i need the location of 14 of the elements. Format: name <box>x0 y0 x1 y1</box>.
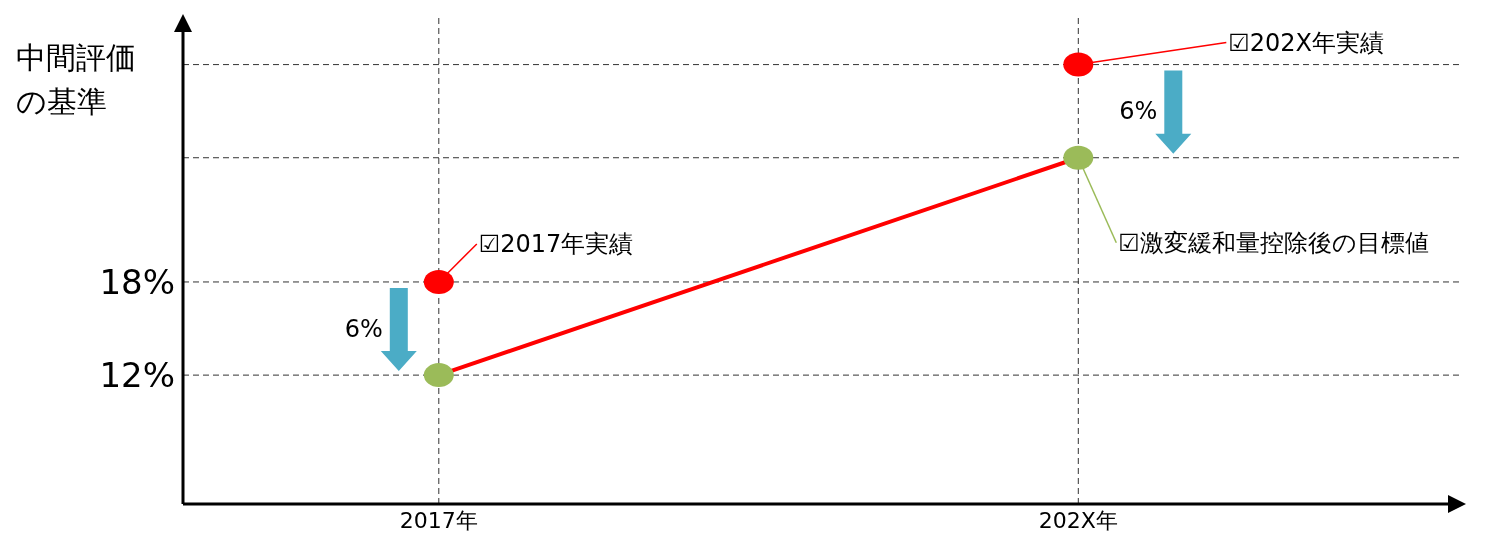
point <box>1063 52 1094 77</box>
y-tick-label: 18% <box>99 262 175 303</box>
annotation: ☑202X年実績 <box>1228 28 1385 57</box>
annotation: ☑2017年実績 <box>478 229 634 258</box>
annotation: ☑激変緩和量控除後の目標値 <box>1118 228 1429 257</box>
annotation: 6% <box>344 314 383 343</box>
point <box>423 363 454 388</box>
point <box>1063 145 1094 170</box>
point <box>423 269 454 294</box>
x-tick-label: 202X年 <box>1038 507 1118 533</box>
y-tick-label: 12% <box>99 355 175 396</box>
annotation: 6% <box>1119 97 1158 126</box>
y-axis-title: 中間評価の基準 <box>16 39 137 121</box>
x-tick-label: 2017年 <box>399 507 478 533</box>
